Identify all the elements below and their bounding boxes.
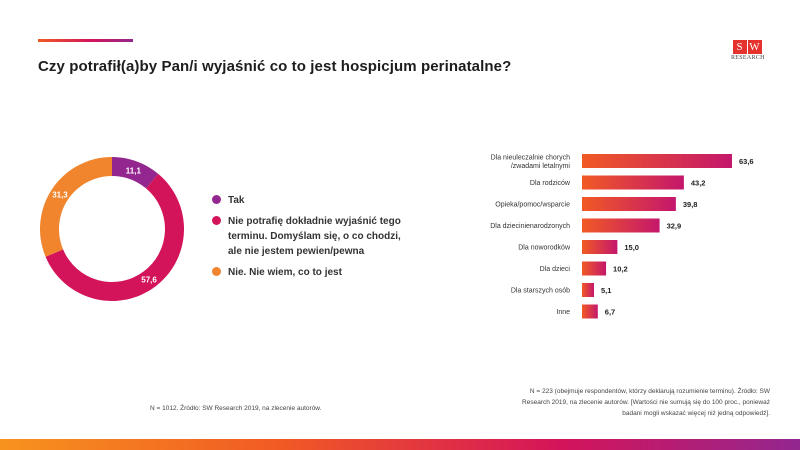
bar bbox=[582, 197, 676, 211]
donut-value-label: 57,6 bbox=[141, 275, 157, 284]
sw-research-logo: S W RESEARCH bbox=[731, 40, 765, 61]
legend-label: Nie. Nie wiem, co to jest bbox=[228, 267, 342, 278]
bar bbox=[582, 304, 598, 319]
legend-label: Nie potrafię dokładnie wyjaśnić tego ter… bbox=[228, 216, 401, 257]
note-line: Research 2019, na zlecenie autorów. [War… bbox=[522, 399, 770, 406]
source-note-left: N = 1012. Źródło: SW Research 2019, na z… bbox=[150, 405, 322, 412]
bar-value-label: 6,7 bbox=[605, 308, 615, 317]
bar-category-label: Dla dzieci bbox=[540, 266, 571, 273]
bar-category-label: Dla dziecinienarodzonych bbox=[490, 223, 570, 230]
donut-legend: Tak Nie potrafię dokładnie wyjaśnić tego… bbox=[212, 193, 413, 286]
bottom-gradient-bar bbox=[0, 439, 800, 450]
bar-value-label: 15,0 bbox=[624, 243, 639, 252]
logo-letter-s: S bbox=[732, 40, 747, 54]
legend-item-nie: Nie. Nie wiem, co to jest bbox=[212, 265, 413, 280]
donut-slice bbox=[112, 157, 159, 189]
bar bbox=[582, 261, 607, 276]
bar-category-label: Inne bbox=[556, 309, 570, 316]
bar bbox=[582, 240, 618, 254]
bar-category-label: Opieka/pomoc/wsparcie bbox=[495, 202, 570, 209]
bar-category-label: Dla rodziców bbox=[530, 180, 571, 187]
bar bbox=[582, 283, 595, 297]
bar bbox=[582, 154, 732, 168]
bar-category-label: Dla starszych osób bbox=[511, 288, 570, 295]
bar bbox=[582, 218, 660, 233]
note-line: badani mogli wskazać więcej niż jedną od… bbox=[622, 410, 770, 417]
donut-value-label: 31,3 bbox=[52, 190, 68, 199]
bar bbox=[582, 175, 684, 190]
bar-category-label: Dla noworodków bbox=[518, 245, 571, 252]
bar-category-label: Dla nieuleczalnie chorych bbox=[491, 154, 570, 161]
bar-value-label: 63,6 bbox=[739, 157, 754, 166]
note-line: N = 223 (obejmuje respondentów, którzy d… bbox=[529, 388, 770, 395]
logo-subtitle: RESEARCH bbox=[731, 55, 765, 61]
bar-value-label: 32,9 bbox=[667, 222, 682, 231]
bar-value-label: 39,8 bbox=[683, 200, 698, 209]
bar-value-label: 5,1 bbox=[601, 286, 611, 295]
legend-item-unsure: Nie potrafię dokładnie wyjaśnić tego ter… bbox=[212, 214, 413, 259]
logo-letter-w: W bbox=[747, 40, 762, 54]
bar-value-label: 43,2 bbox=[691, 179, 706, 188]
bar-category-label: /zwadami letalnymi bbox=[511, 163, 571, 170]
page-title: Czy potrafił(a)by Pan/i wyjaśnić co to j… bbox=[38, 58, 512, 75]
legend-item-tak: Tak bbox=[212, 193, 413, 208]
donut-value-label: 11,1 bbox=[126, 166, 142, 175]
donut-slice bbox=[45, 173, 184, 301]
legend-label: Tak bbox=[228, 195, 245, 206]
bar-value-label: 10,2 bbox=[613, 265, 628, 274]
source-note-right: N = 223 (obejmuje respondentów, którzy d… bbox=[470, 386, 770, 419]
legend-swatch-orange bbox=[212, 267, 221, 276]
donut-slice bbox=[39, 157, 112, 257]
legend-swatch-pink bbox=[212, 216, 221, 225]
title-accent-line bbox=[38, 39, 133, 42]
legend-swatch-purple bbox=[212, 195, 221, 204]
